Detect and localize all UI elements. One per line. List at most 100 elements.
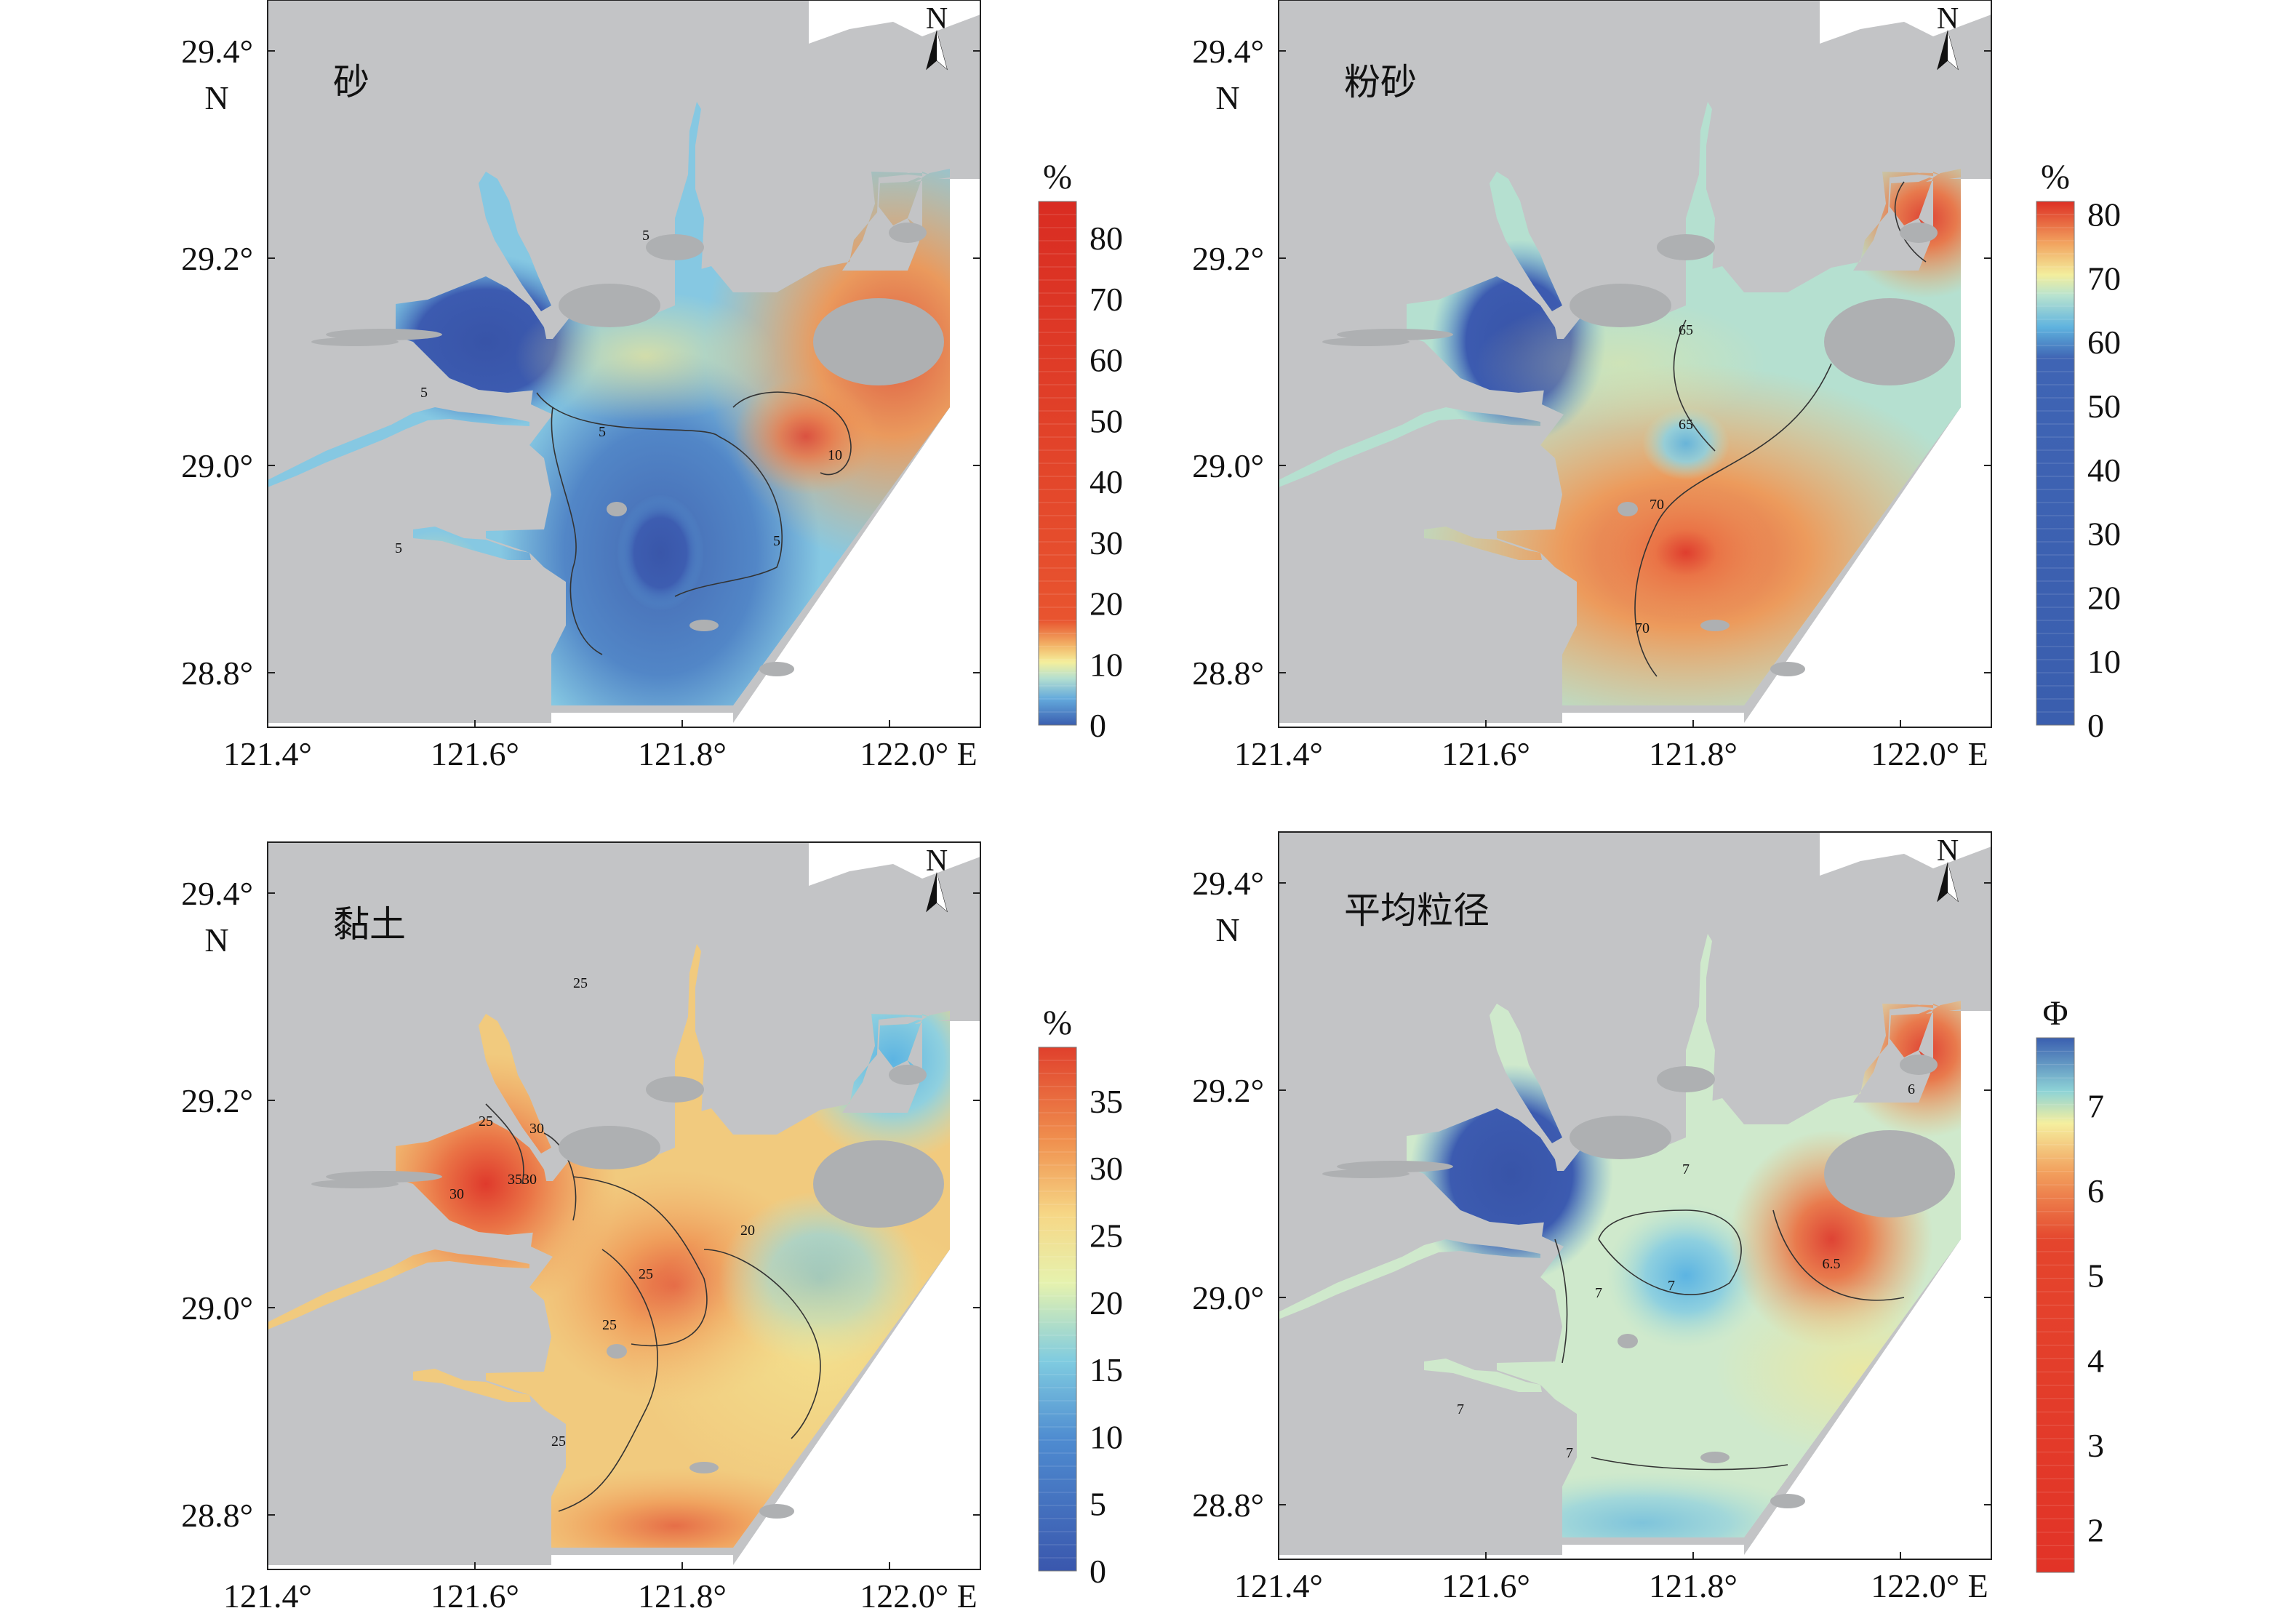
contour-line-0 xyxy=(536,392,783,597)
contour-line-3 xyxy=(558,1249,658,1512)
contour-label: 25 xyxy=(551,1433,566,1449)
map-area: 65 65 70 70 xyxy=(1279,0,1991,723)
lat-tick-label: 28.8° xyxy=(181,655,253,692)
contour-label: 10 xyxy=(828,447,842,463)
lat-axis-label: N xyxy=(1215,911,1239,948)
island-2 xyxy=(1824,298,1955,385)
open-sea xyxy=(1744,179,1991,723)
island-4 xyxy=(689,1462,719,1473)
colorbar-clay: % 35 30 25 20 15 10 5 0 xyxy=(1038,1004,1123,1590)
lat-tick-label: 28.8° xyxy=(1192,655,1264,692)
colorbar-tick-label: 10 xyxy=(1089,1418,1123,1455)
island-8 xyxy=(326,1171,442,1183)
north-arrow-half xyxy=(1948,863,1958,901)
lat-tick-label: 29.0° xyxy=(1192,1279,1264,1316)
field-blob-2 xyxy=(1606,1203,1766,1348)
island-6 xyxy=(1900,1055,1938,1075)
contour-label: 20 xyxy=(740,1223,755,1239)
island-3 xyxy=(1618,502,1638,516)
island-8 xyxy=(1337,329,1453,340)
sea-northeast xyxy=(1820,0,1991,44)
colorbar-tick-label: 20 xyxy=(1089,1284,1123,1321)
panel-clay: 25 30303530252520252529.4°29.2°29.0°28.8°… xyxy=(181,841,981,1615)
contour-label: 65 xyxy=(1679,417,1693,433)
colorbar-tick-label: 10 xyxy=(2087,643,2121,680)
colorbar-tick-label: 80 xyxy=(1089,220,1123,257)
lon-tick-label: 122.0° E xyxy=(860,735,977,772)
open-sea-south xyxy=(551,713,733,723)
sea-northeast xyxy=(809,842,980,886)
lon-tick-label: 121.4° xyxy=(1234,735,1323,772)
field-blob-2 xyxy=(1599,487,1773,618)
contour-line-2 xyxy=(732,391,852,476)
north-arrow-icon: N xyxy=(926,844,948,913)
island-5 xyxy=(759,1504,794,1519)
lon-tick-label: 121.6° xyxy=(1442,735,1530,772)
field-blob-6 xyxy=(515,291,777,422)
lat-tick-label: 29.4° xyxy=(1192,33,1264,70)
lat-tick-label: 29.0° xyxy=(181,1289,253,1327)
open-sea-south xyxy=(1562,1545,1744,1555)
island-6 xyxy=(889,223,927,243)
contour-label: 30 xyxy=(529,1121,544,1137)
colorbar-ramp xyxy=(1038,201,1077,726)
colorbar-tick-label: 5 xyxy=(1089,1486,1106,1523)
island-4 xyxy=(689,620,719,631)
sea-northeast xyxy=(1820,832,1991,876)
sea-northeast xyxy=(809,0,980,44)
open-sea xyxy=(733,1021,980,1565)
island-5 xyxy=(1770,1494,1805,1508)
lat-tick-label: 29.2° xyxy=(181,240,253,277)
lon-tick-label: 121.8° xyxy=(1649,1567,1738,1604)
contour-label: 5 xyxy=(642,228,649,244)
colorbar-tick-label: 30 xyxy=(2087,516,2121,553)
island-3 xyxy=(607,502,627,516)
lon-tick-label: 121.6° xyxy=(1442,1567,1530,1604)
contour-label: 30 xyxy=(522,1172,537,1188)
contour-label: 25 xyxy=(639,1266,653,1282)
lat-tick-label: 29.4° xyxy=(1192,865,1264,902)
lon-tick-label: 121.4° xyxy=(223,735,312,772)
island-4 xyxy=(1700,620,1730,631)
contour-label: 7 xyxy=(1566,1445,1573,1461)
colorbar-tick-label: 60 xyxy=(2087,324,2121,361)
contour-label: 70 xyxy=(1635,620,1650,636)
lat-axis-label: N xyxy=(204,921,228,959)
lon-tick-label: 121.4° xyxy=(1234,1567,1323,1604)
field-blob-5 xyxy=(733,378,879,495)
contour-label: 5 xyxy=(599,424,606,440)
contour-line-0 xyxy=(1673,319,1716,452)
lat-axis-label: N xyxy=(204,79,228,116)
lon-tick-label: 122.0° E xyxy=(1871,735,1988,772)
lon-tick-label: 121.6° xyxy=(431,1577,519,1615)
contour-label: 25 xyxy=(479,1113,493,1129)
contour-label: 25 xyxy=(573,975,588,991)
island-1 xyxy=(646,234,704,260)
panel-title: 平均粒径 xyxy=(1344,890,1490,931)
lat-tick-label: 28.8° xyxy=(181,1497,253,1534)
colorbar-tick-label: 70 xyxy=(2087,260,2121,297)
contour-label: 5 xyxy=(395,540,402,556)
panel-title: 粉砂 xyxy=(1344,62,1417,103)
colorbar-tick-label: 10 xyxy=(1089,646,1123,683)
north-arrow-label: N xyxy=(926,844,948,878)
north-arrow-half xyxy=(1948,31,1958,69)
north-arrow-label: N xyxy=(1937,2,1959,36)
map-frame xyxy=(267,0,981,728)
island-5 xyxy=(759,662,794,676)
contour-line-0 xyxy=(1598,1209,1742,1295)
lat-tick-label: 29.4° xyxy=(181,875,253,912)
colorbar-tick-label: 3 xyxy=(2087,1427,2104,1464)
north-arrow-label: N xyxy=(926,2,948,36)
map-frame xyxy=(267,841,981,1570)
colorbar-sand: % 80 70 60 50 40 30 20 10 0 xyxy=(1038,158,1123,744)
contour-line-1 xyxy=(1772,1209,1905,1301)
contour-label: 35 xyxy=(508,1172,522,1188)
colorbar-tick-label: 80 xyxy=(2087,196,2121,233)
colorbar-tick-label: 60 xyxy=(1089,342,1123,379)
open-sea-south xyxy=(1562,713,1744,723)
island-2 xyxy=(813,298,944,385)
colorbar-tick-label: 40 xyxy=(1089,463,1123,500)
